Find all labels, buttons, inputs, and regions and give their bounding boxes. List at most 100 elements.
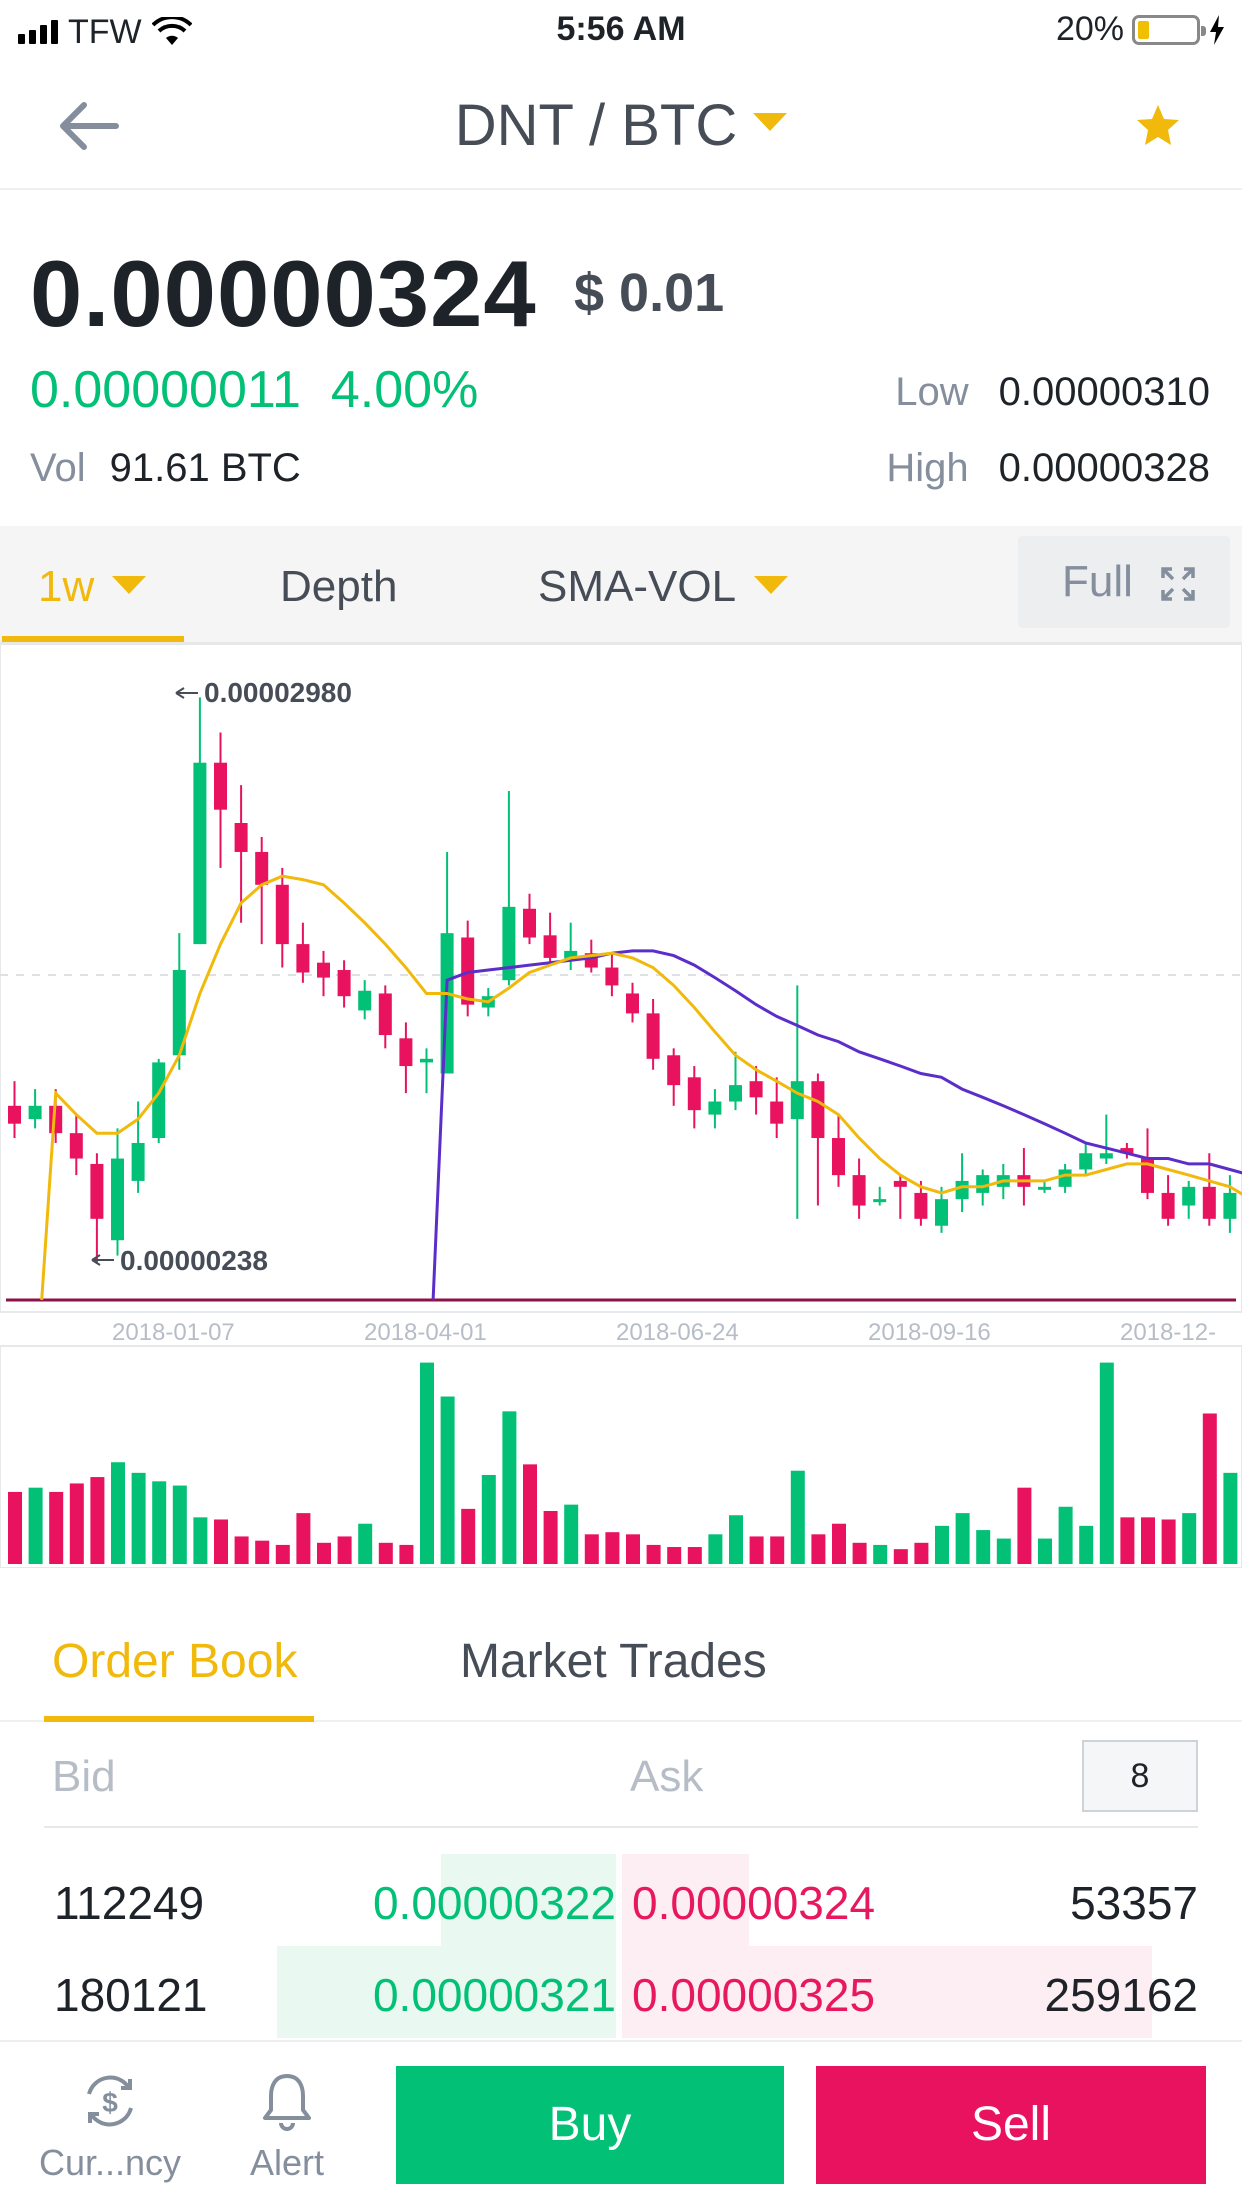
x-tick-label: 2018-09-16 [868,1319,991,1346]
volume-bar [543,1511,558,1564]
bid-price: 0.00000321 [372,1969,616,2021]
volume-bar [893,1549,908,1564]
candle-body [317,962,330,978]
status-right: 20% [1056,10,1226,49]
orderbook-row[interactable]: 180121 0.00000321 0.00000325 259162 [0,1946,1242,2038]
candle-body [172,970,186,1056]
candle-body [564,950,578,961]
bid-depth-bar [277,1946,616,2038]
volume-bar [317,1542,331,1564]
candlestick-chart[interactable]: 0.00002980 0.00000238 2018-01-07 2018-04-… [0,644,1242,1568]
candle-body [337,970,351,997]
volume-bar [358,1523,373,1564]
candle-body [955,1180,969,1200]
full-label: Full [1062,557,1133,606]
chart-toolbar: 1w Depth SMA-VOL Full [0,526,1242,644]
volume-bar [502,1411,517,1564]
active-tab-underline [44,1716,314,1722]
tab-market-trades[interactable]: Market Trades [460,1635,767,1688]
ask-depth-bar [622,1946,1152,2038]
volume-bar [152,1481,167,1564]
candle-body [770,1101,784,1124]
volume-bar [1223,1472,1238,1564]
x-tick-label: 2018-06-24 [616,1319,739,1346]
volume-bar [214,1519,228,1564]
fullscreen-button[interactable]: Full [1018,536,1230,628]
favorite-star-icon[interactable] [1134,102,1182,150]
volume-bar [8,1491,22,1564]
candle-body [275,884,289,945]
price-chart[interactable]: 0.00002980 0.00000238 2018-01-07 2018-04-… [0,644,1242,1568]
alert-label: Alert [249,2142,325,2183]
volume-bar [1182,1513,1197,1564]
volume-bar [523,1464,537,1564]
caret-down-icon [753,112,788,131]
volume-bar [790,1470,805,1564]
volume-bar [996,1538,1011,1564]
sell-button[interactable]: Sell [816,2066,1206,2184]
candle-body [502,906,516,981]
candle-body [749,1081,763,1098]
candles [8,697,1237,1264]
volume-bar [1120,1517,1135,1564]
volume-bar [811,1534,826,1564]
candle-body [543,935,557,958]
tab-order-book[interactable]: Order Book [52,1635,298,1688]
min-annotation: 0.00000238 [91,1245,268,1276]
change-pct: 4.00% [330,361,479,419]
indicator-selector[interactable]: SMA-VOL [538,562,789,612]
status-left: TFW [18,12,192,52]
bid-qty: 180121 [54,1969,208,2021]
volume-bar [28,1487,43,1564]
volume-bar [1141,1517,1155,1564]
candle-body [1099,1153,1113,1159]
candle-body [1161,1192,1175,1219]
tab-depth[interactable]: Depth [280,562,398,611]
volume-bar [564,1504,579,1564]
volume-bar [378,1542,393,1564]
currency-exchange-icon: $ [87,2075,133,2127]
volume-bar [275,1544,290,1564]
candle-body [1223,1192,1237,1219]
vol-label: Vol [30,446,86,490]
pair-title: DNT / BTC [454,93,738,158]
caret-down-icon [112,576,147,595]
candle-body [605,967,619,986]
status-time: 5:56 AM [556,10,686,48]
candle-body [708,1101,722,1115]
carrier-label: TFW [68,12,142,51]
active-tab-underline [2,636,184,642]
caret-down-icon [754,576,789,595]
price-change: 0.00000011 4.00% [30,360,478,420]
volume-bar [976,1530,991,1564]
currency-button[interactable]: $ Cur...ncy [30,2070,190,2184]
pair-selector[interactable]: DNT / BTC [0,92,1242,159]
candle-body [873,1199,887,1203]
volume-bar [1161,1519,1176,1564]
volume-bar [729,1515,743,1564]
volume-bar [955,1513,970,1564]
orderbook-tabs: Order Book Market Trades [0,1612,1242,1722]
min-label: 0.00000238 [120,1245,268,1276]
back-arrow-icon[interactable] [56,96,120,156]
candle-body [28,1105,42,1120]
volume-bar [605,1532,620,1564]
orderbook-row[interactable]: 112249 0.00000322 0.00000324 53357 [0,1854,1242,1946]
volume-bar [1038,1538,1052,1564]
ask-qty: 53357 [1070,1877,1198,1929]
volume-bar [749,1536,764,1564]
bottom-action-bar: $ Cur...ncy Alert Buy Sell [0,2040,1242,2208]
volume-bar [626,1534,640,1564]
buy-button[interactable]: Buy [396,2066,784,2184]
interval-selector[interactable]: 1w [38,562,147,612]
candle-body [111,1158,124,1241]
volume-bar [255,1540,270,1564]
max-annotation: 0.00002980 [175,677,352,708]
volume-bar [708,1534,723,1564]
candle-body [832,1138,845,1176]
candle-body [1202,1186,1216,1219]
depth-precision-selector[interactable]: 8 [1082,1740,1198,1812]
volume-bar [1079,1525,1094,1564]
bid-header: Bid [52,1752,116,1801]
alert-button[interactable]: Alert [232,2070,342,2184]
